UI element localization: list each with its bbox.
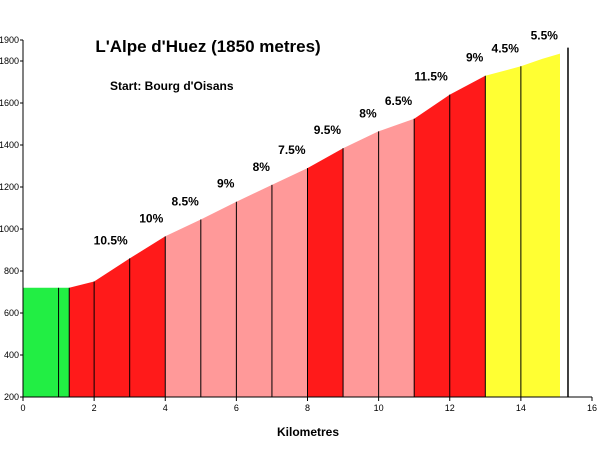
- gradient-label-7: 8%: [253, 160, 271, 174]
- x-tick-label: 6: [234, 403, 239, 413]
- gradient-label-6: 9%: [217, 177, 235, 191]
- y-tick-label: 400: [4, 350, 19, 360]
- segment-15: [520, 53, 560, 397]
- profile-segments: [23, 47, 569, 398]
- x-tick-label: 10: [374, 403, 384, 413]
- segment-6: [200, 201, 237, 397]
- axes: 0 2 4 6 8 10 12 14 16 200 400 600 800 1000 1200 1400 160…: [0, 35, 597, 413]
- x-tick-label: 0: [20, 403, 25, 413]
- gradient-label-14: 4.5%: [492, 41, 520, 55]
- gradient-label-5: 8.5%: [171, 195, 199, 209]
- segment-9: [307, 148, 344, 397]
- segment-3: [94, 258, 130, 397]
- x-axis-label: Kilometres: [277, 425, 339, 439]
- gradient-label-11: 6.5%: [385, 94, 413, 108]
- gradient-labels: 10.5% 10% 8.5% 9% 8% 7.5% 9.5% 8% 6.5%11.5% 9% 4.5…: [94, 29, 559, 248]
- y-tick-label: 1400: [0, 140, 19, 150]
- segment-14: [485, 66, 521, 398]
- gradient-label-3: 10.5%: [94, 233, 128, 247]
- x-tick-label: 2: [92, 403, 97, 413]
- gradient-label-9: 9.5%: [314, 123, 342, 137]
- y-tick-label: 200: [4, 392, 19, 402]
- segment-13: [449, 75, 486, 397]
- segment-7: [236, 184, 272, 397]
- chart-subtitle: Start: Bourg d'Oisans: [110, 79, 234, 93]
- x-tick-label: 4: [163, 403, 168, 413]
- y-tick-label: 1600: [0, 98, 19, 108]
- segment-8: [271, 168, 308, 397]
- y-tick-label: 600: [4, 308, 19, 318]
- x-tick-label: 12: [445, 403, 455, 413]
- y-tick-label: 1200: [0, 182, 19, 192]
- y-tick-label: 800: [4, 266, 19, 276]
- y-tick-label: 1800: [0, 56, 19, 66]
- gradient-label-15: 5.5%: [531, 29, 559, 43]
- x-tick-label: 14: [516, 403, 526, 413]
- gradient-label-13: 9%: [466, 51, 484, 65]
- gradient-label-12: 11.5%: [414, 70, 448, 84]
- segment-0: [23, 287, 59, 397]
- segment-5: [165, 219, 201, 397]
- segment-12: [414, 94, 450, 397]
- segment-10: [343, 131, 379, 398]
- gradient-label-4: 10%: [139, 211, 163, 225]
- segment-4: [129, 236, 166, 397]
- y-tick-label: 1000: [0, 224, 19, 234]
- gradient-label-8: 7.5%: [278, 143, 306, 157]
- segment-2: [69, 281, 95, 397]
- segment-1: [58, 287, 70, 397]
- chart-title: L'Alpe d'Huez (1850 metres): [95, 37, 320, 56]
- x-tick-label: 16: [587, 403, 597, 413]
- gradient-label-10: 8%: [359, 106, 377, 120]
- y-tick-label: 1900: [0, 35, 19, 45]
- x-tick-label: 8: [305, 403, 310, 413]
- segment-11: [378, 118, 415, 398]
